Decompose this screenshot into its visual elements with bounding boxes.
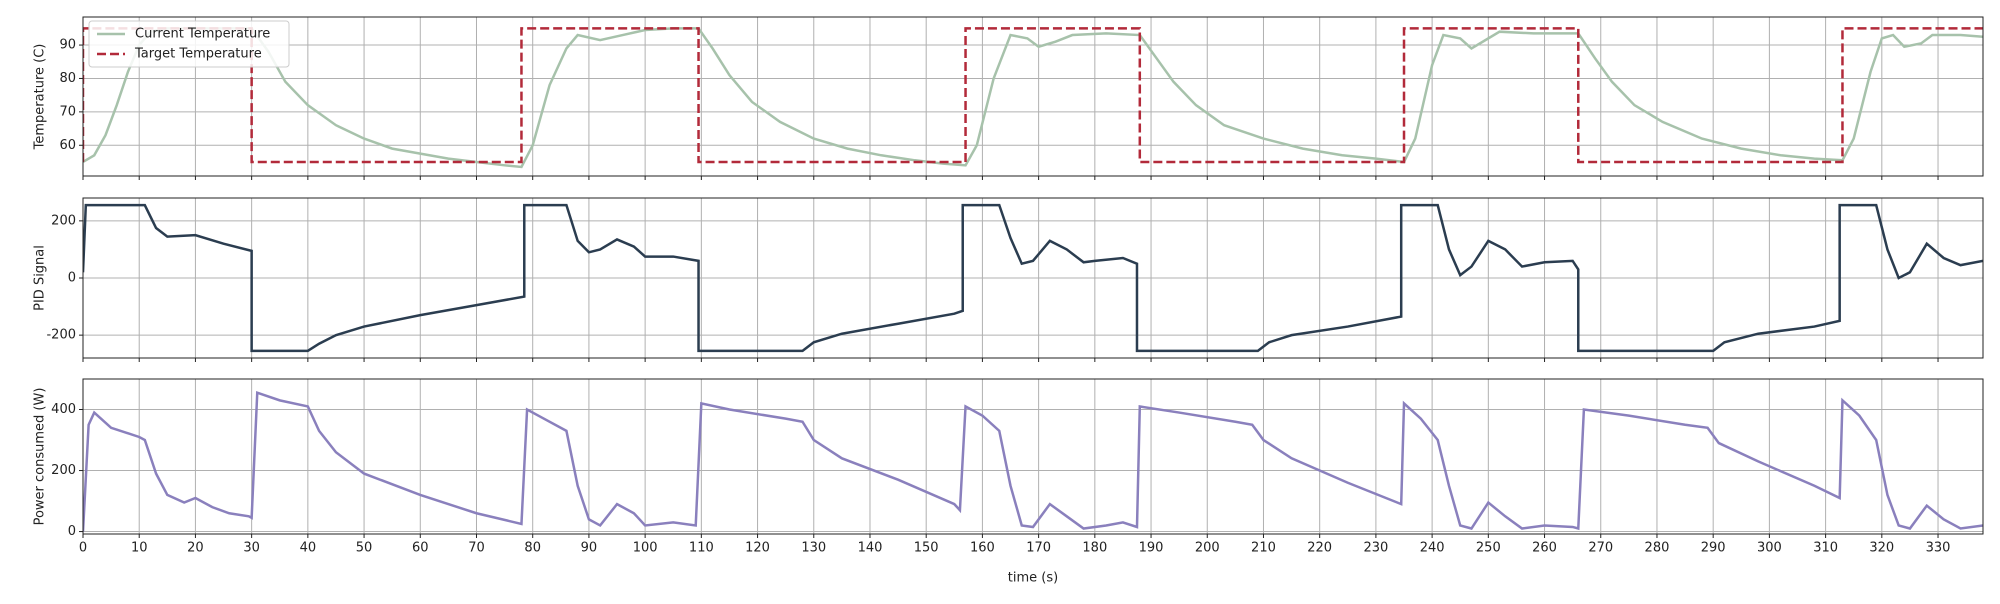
x-tick-label: 230 bbox=[1363, 541, 1388, 556]
x-tick-label: 250 bbox=[1476, 541, 1501, 556]
x-axis-label: time (s) bbox=[1008, 571, 1058, 586]
x-tick-label: 70 bbox=[468, 541, 485, 556]
x-tick-label: 150 bbox=[914, 541, 939, 556]
series-line bbox=[83, 27, 1983, 164]
x-tick-label: 30 bbox=[243, 541, 260, 556]
y-tick-label: 70 bbox=[59, 104, 76, 119]
x-tick-label: 20 bbox=[187, 541, 204, 556]
x-tick-label: 330 bbox=[1926, 541, 1951, 556]
x-tick-label: 0 bbox=[79, 541, 87, 556]
x-tick-label: 60 bbox=[412, 541, 429, 556]
axes-frame bbox=[82, 197, 1984, 359]
axes-frame bbox=[82, 16, 1984, 177]
x-tick-label: 140 bbox=[858, 541, 883, 556]
x-tick-label: 320 bbox=[1869, 541, 1894, 556]
x-tick-label: 90 bbox=[581, 541, 598, 556]
y-axis-label: Temperature (C) bbox=[33, 44, 48, 151]
series-line bbox=[83, 391, 1983, 532]
series-line bbox=[83, 203, 1983, 353]
x-tick-label: 10 bbox=[131, 541, 148, 556]
axes-frame bbox=[82, 378, 1984, 535]
legend: Current Temperature Target Temperature bbox=[88, 20, 290, 68]
x-tick-label: 290 bbox=[1701, 541, 1726, 556]
x-tick-label: 300 bbox=[1757, 541, 1782, 556]
x-tick-label: 160 bbox=[970, 541, 995, 556]
x-tick-label: 200 bbox=[1195, 541, 1220, 556]
x-tick-label: 310 bbox=[1813, 541, 1838, 556]
x-tick-label: 130 bbox=[801, 541, 826, 556]
x-tick-label: 240 bbox=[1420, 541, 1445, 556]
x-tick-label: 40 bbox=[300, 541, 317, 556]
y-tick-label: 200 bbox=[51, 463, 76, 478]
x-tick-label: 270 bbox=[1588, 541, 1613, 556]
y-tick-label: 200 bbox=[51, 213, 76, 228]
y-tick-label: -200 bbox=[46, 328, 76, 343]
x-tick-label: 120 bbox=[745, 541, 770, 556]
series-line bbox=[83, 27, 1983, 169]
x-tick-label: 170 bbox=[1026, 541, 1051, 556]
y-tick-label: 60 bbox=[59, 138, 76, 153]
x-tick-label: 280 bbox=[1645, 541, 1670, 556]
legend-label: Target Temperature bbox=[134, 47, 262, 62]
y-axis-label: Power consumed (W) bbox=[33, 388, 48, 526]
x-tick-label: 100 bbox=[633, 541, 658, 556]
x-tick-label: 220 bbox=[1307, 541, 1332, 556]
x-tick-label: 180 bbox=[1082, 541, 1107, 556]
legend-label: Current Temperature bbox=[135, 27, 270, 42]
x-tick-label: 190 bbox=[1139, 541, 1164, 556]
y-tick-label: 80 bbox=[59, 71, 76, 86]
y-tick-label: 0 bbox=[68, 271, 76, 286]
x-tick-label: 80 bbox=[524, 541, 541, 556]
x-tick-label: 50 bbox=[356, 541, 373, 556]
y-tick-label: 0 bbox=[68, 524, 76, 539]
legend-box bbox=[88, 20, 290, 68]
x-tick-label: 110 bbox=[689, 541, 714, 556]
y-tick-label: 90 bbox=[59, 38, 76, 53]
x-tick-label: 210 bbox=[1251, 541, 1276, 556]
x-tick-label: 260 bbox=[1532, 541, 1557, 556]
y-axis-label: PID Signal bbox=[33, 245, 48, 311]
y-tick-label: 400 bbox=[51, 402, 76, 417]
